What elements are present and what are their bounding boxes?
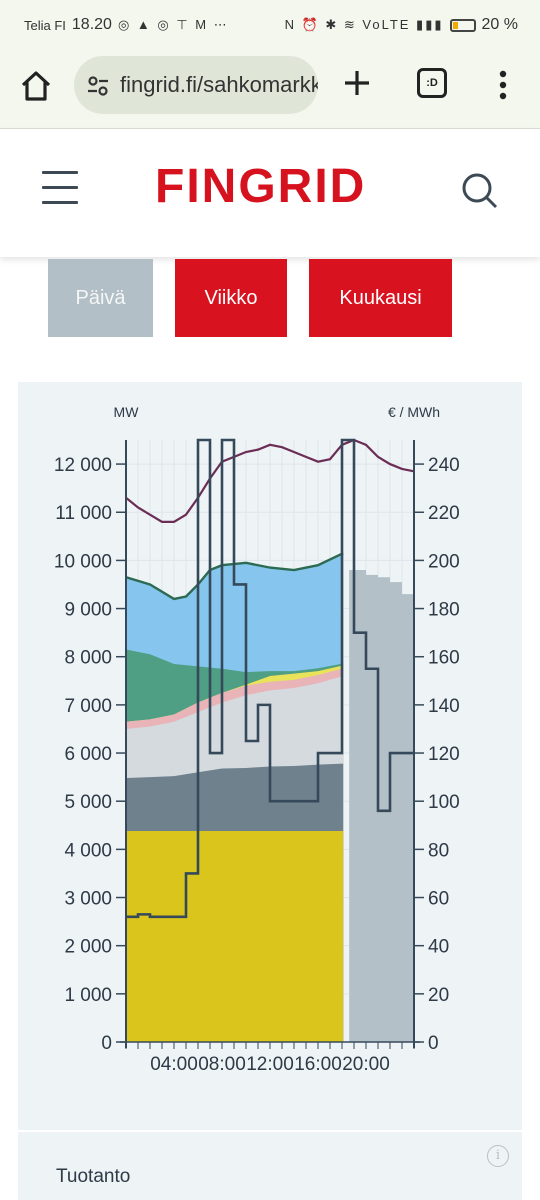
system-icons: N ⏰ ✱ ≋ VoLTE ▮▮▮ xyxy=(284,17,444,32)
right-tick-label: 40 xyxy=(428,937,449,958)
x-tick-label: 20:00 xyxy=(342,1054,390,1075)
left-tick-label: 6 000 xyxy=(64,744,112,765)
left-tick-label: 5 000 xyxy=(64,792,112,813)
battery-percent: 20 % xyxy=(481,16,518,33)
status-right: N ⏰ ✱ ≋ VoLTE ▮▮▮ 20 % xyxy=(285,16,518,34)
status-bar: Telia FI 18.20 ◎ ▲ ◎ ⊤ M ⋯ N ⏰ ✱ ≋ VoLTE… xyxy=(0,0,540,52)
left-tick-label: 7 000 xyxy=(64,696,112,717)
carrier-text: Telia FI xyxy=(24,17,66,33)
right-tick-label: 60 xyxy=(428,889,449,910)
left-tick-label: 11 000 xyxy=(55,503,112,524)
period-button-week[interactable]: Viikko xyxy=(175,259,287,337)
search-icon[interactable] xyxy=(458,169,500,211)
right-tick-label: 80 xyxy=(428,840,449,861)
price-step-line xyxy=(126,438,414,919)
fingrid-logo[interactable]: FINGRID xyxy=(155,160,367,213)
left-tick-label: 0 xyxy=(101,1033,112,1054)
right-tick-label: 120 xyxy=(428,744,460,765)
notification-icons: ◎ ▲ ◎ ⊤ M ⋯ xyxy=(117,17,229,32)
battery-icon xyxy=(449,18,476,32)
x-tick-label: 12:00 xyxy=(246,1054,294,1075)
power-chart[interactable]: 12 000 11 000 10 000 9 000 8 000 7 000 6 000 5 … xyxy=(18,382,522,1130)
status-left: Telia FI 18.20 ◎ ▲ ◎ ⊤ M ⋯ xyxy=(24,16,229,34)
period-button-month[interactable]: Kuukausi xyxy=(309,259,452,337)
left-tick-label: 2 000 xyxy=(64,937,112,958)
more-menu-icon[interactable] xyxy=(488,68,518,102)
right-tick-label: 200 xyxy=(428,551,460,572)
production-area xyxy=(126,831,344,1042)
right-tick-label: 220 xyxy=(428,503,460,524)
site-header: FINGRID xyxy=(0,129,540,257)
left-tick-label: 9 000 xyxy=(64,600,112,621)
production-panel: Tuotanto i xyxy=(18,1132,522,1200)
left-tick-label: 3 000 xyxy=(64,889,112,910)
left-tick-label: 4 000 xyxy=(64,840,112,861)
section-label: Tuotanto xyxy=(56,1166,131,1187)
right-axis-label: € / MWh xyxy=(388,404,440,420)
site-settings-icon[interactable] xyxy=(86,74,110,98)
info-icon[interactable]: i xyxy=(487,1145,509,1167)
left-tick-label: 12 000 xyxy=(54,455,112,476)
period-button-day[interactable]: Päivä xyxy=(48,259,153,337)
forecast-area xyxy=(349,570,414,1042)
x-tick-label: 08:00 xyxy=(198,1054,246,1075)
consumption-line xyxy=(125,438,415,523)
new-tab-icon[interactable] xyxy=(340,66,374,100)
left-tick-label: 10 000 xyxy=(54,551,112,572)
tab-switcher-button[interactable]: :D xyxy=(417,68,447,98)
x-tick-label: 04:00 xyxy=(150,1054,198,1075)
address-bar[interactable]: fingrid.fi/sahkomarkkinat xyxy=(74,56,318,114)
left-tick-label: 1 000 xyxy=(64,985,112,1006)
left-tick-label: 8 000 xyxy=(64,648,112,669)
right-tick-label: 240 xyxy=(428,455,460,476)
right-tick-label: 20 xyxy=(428,985,449,1006)
left-axis-label: MW xyxy=(114,404,140,420)
url-text: fingrid.fi/sahkomarkkinat xyxy=(120,72,318,97)
hamburger-menu-icon[interactable] xyxy=(42,171,78,205)
clock-text: 18.20 xyxy=(71,16,112,33)
home-icon[interactable] xyxy=(18,68,54,104)
right-tick-label: 140 xyxy=(428,696,460,717)
chart-panel: 12 000 11 000 10 000 9 000 8 000 7 000 6 000 5 … xyxy=(18,382,522,1130)
x-tick-label: 16:00 xyxy=(294,1054,342,1075)
production-line xyxy=(125,552,344,601)
browser-toolbar: fingrid.fi/sahkomarkkinat :D xyxy=(0,52,540,129)
right-tick-label: 100 xyxy=(428,792,460,813)
right-tick-label: 160 xyxy=(428,648,460,669)
right-tick-label: 0 xyxy=(428,1033,439,1054)
right-tick-label: 180 xyxy=(428,600,460,621)
